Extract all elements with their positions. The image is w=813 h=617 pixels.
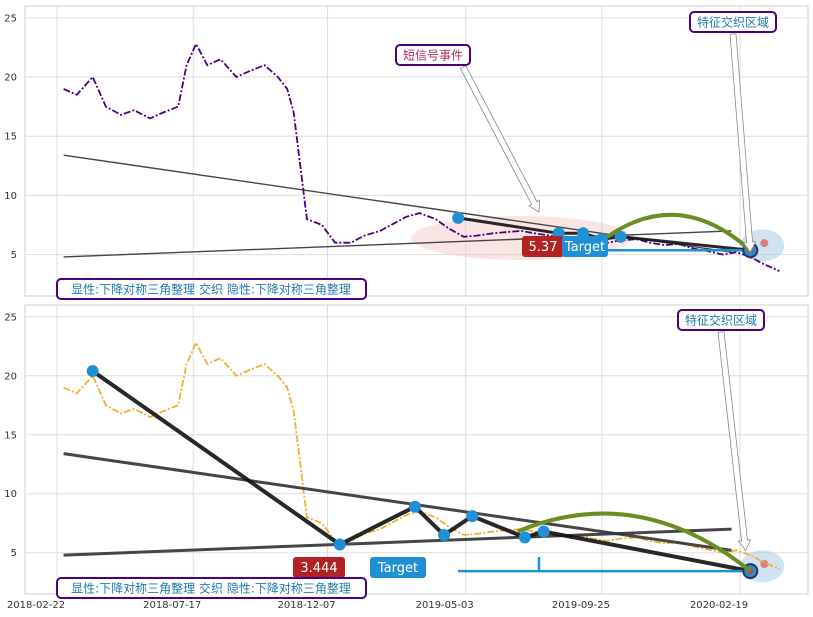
y-tick-label: 15 bbox=[4, 430, 17, 441]
swing-point bbox=[452, 211, 465, 224]
annotation-arrow bbox=[729, 33, 757, 253]
annotation-box bbox=[395, 44, 471, 66]
y-tick-label: 10 bbox=[4, 489, 17, 500]
x-axis: 2018-02-22 2018-07-17 2018-12-07 2019-05-03… bbox=[7, 600, 748, 611]
plot-frame bbox=[24, 304, 809, 595]
trend-line bbox=[63, 527, 732, 557]
legend-text: 显性:下降对称三角整理 交织 隐性:下降对称三角整理 bbox=[71, 581, 351, 596]
x-tick-label: 2018-07-17 bbox=[143, 600, 201, 611]
intersection-zone-core bbox=[760, 559, 769, 568]
x-tick-label: 2019-05-03 bbox=[416, 600, 474, 611]
projection-arc bbox=[516, 511, 752, 573]
price-label: 3.444 bbox=[300, 561, 337, 576]
swing-point bbox=[537, 525, 550, 538]
annotation-arrow bbox=[717, 331, 752, 552]
annotation-arrow bbox=[459, 65, 541, 213]
swing-point bbox=[86, 365, 99, 378]
price-label: 5.37 bbox=[529, 240, 558, 255]
x-tick-label: 2020-02-19 bbox=[690, 600, 748, 611]
x-tick-label: 2019-09-25 bbox=[552, 600, 610, 611]
intersection-zone-core bbox=[760, 239, 769, 248]
annotation-text: 特征交织区域 bbox=[685, 313, 757, 328]
swing-point bbox=[614, 230, 627, 243]
annotation-text: 特征交织区域 bbox=[697, 15, 769, 30]
swing-point bbox=[438, 529, 451, 542]
y-tick-label: 5 bbox=[11, 548, 17, 559]
legend-box bbox=[56, 278, 367, 300]
target-label-box bbox=[370, 557, 426, 578]
y-tick-label: 5 bbox=[11, 250, 17, 261]
x-tick-label: 2018-02-22 bbox=[7, 600, 65, 611]
top-panel: 5 10 15 20 25 5.37 Target 短信号事件 特征交织区域显性:下降对称三角整… bbox=[4, 5, 809, 300]
target-label-box bbox=[562, 236, 608, 257]
legend-text: 显性:下降对称三角整理 交织 隐性:下降对称三角整理 bbox=[71, 282, 351, 297]
swing-point bbox=[408, 500, 421, 513]
price-label-box bbox=[293, 557, 345, 578]
y-tick-label: 15 bbox=[4, 132, 17, 143]
swing-point bbox=[518, 531, 531, 544]
projection-arc bbox=[606, 212, 752, 252]
price-series-line bbox=[63, 340, 780, 571]
swing-point bbox=[333, 538, 346, 551]
y-tick-label: 10 bbox=[4, 191, 17, 202]
price-label-box bbox=[522, 236, 564, 257]
y-tick-label: 20 bbox=[4, 371, 17, 382]
swing-point bbox=[466, 510, 479, 523]
annotation-box bbox=[677, 309, 765, 331]
y-tick-label: 20 bbox=[4, 73, 17, 84]
target-label: Target bbox=[564, 240, 605, 255]
legend-box bbox=[56, 577, 367, 599]
y-tick-label: 25 bbox=[4, 13, 17, 24]
x-tick-label: 2018-12-07 bbox=[278, 600, 336, 611]
target-label: Target bbox=[377, 561, 418, 576]
price-series-line bbox=[63, 41, 780, 272]
annotation-text: 短信号事件 bbox=[403, 49, 463, 63]
annotation-box bbox=[689, 11, 777, 33]
y-tick-label: 25 bbox=[4, 312, 17, 323]
